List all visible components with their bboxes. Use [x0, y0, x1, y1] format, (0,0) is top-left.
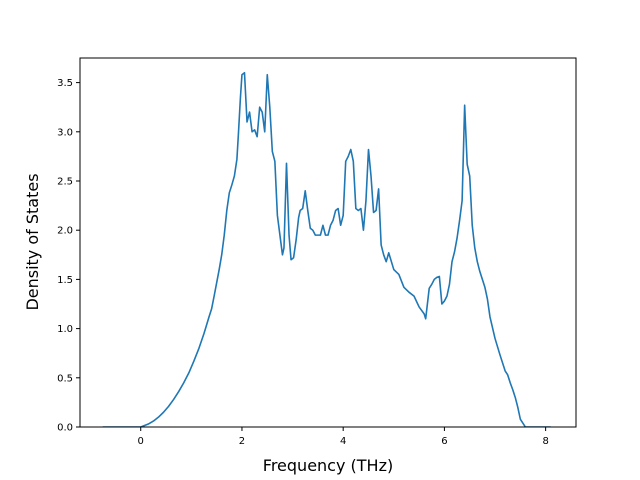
x-tick-label: 6 — [441, 436, 447, 447]
y-tick-label: 0.5 — [57, 373, 73, 384]
y-tick-label: 2.5 — [57, 177, 73, 188]
plot-area — [102, 71, 551, 427]
x-tick-label: 0 — [138, 436, 144, 447]
y-tick-label: 1.0 — [57, 324, 73, 335]
x-axis-label: Frequency (THz) — [263, 456, 393, 475]
dos-series-line — [102, 71, 551, 427]
y-tick-label: 0.0 — [57, 423, 73, 434]
x-tick-label: 2 — [239, 436, 245, 447]
y-axis-ticks: 0.0 0.5 1.0 1.5 2.0 2.5 3.0 3.5 — [57, 78, 80, 434]
y-tick-label: 3.0 — [57, 127, 73, 138]
axes-frame — [79, 57, 577, 428]
x-axis-ticks: 0 2 4 6 8 — [138, 427, 549, 447]
x-tick-label: 4 — [340, 436, 346, 447]
y-tick-label: 3.5 — [57, 78, 73, 89]
y-tick-label: 2.0 — [57, 226, 73, 237]
y-tick-label: 1.5 — [57, 275, 73, 286]
y-axis-label: Density of States — [23, 173, 42, 310]
x-tick-label: 8 — [542, 436, 548, 447]
